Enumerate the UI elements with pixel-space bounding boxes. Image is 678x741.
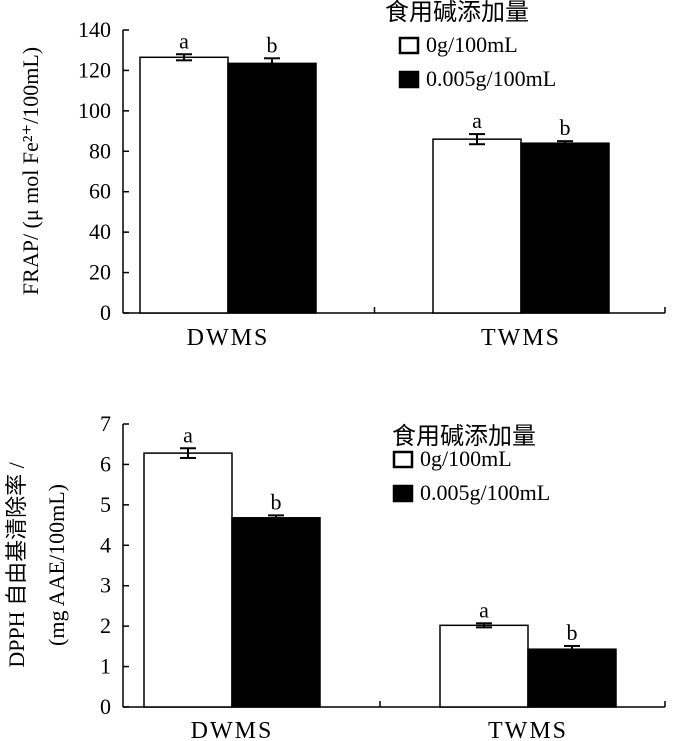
y-tick-label: 60 xyxy=(89,179,111,204)
significance-letter: a xyxy=(479,597,489,622)
y-tick-label: 0 xyxy=(100,300,111,325)
significance-letter: a xyxy=(179,28,189,53)
legend-label-series1: 0.005g/100mL xyxy=(420,480,550,505)
bar-twms-series0 xyxy=(432,138,522,314)
x-tick-label: DWMS xyxy=(191,718,274,741)
significance-letter: b xyxy=(271,489,282,514)
bar-twms-series0 xyxy=(439,624,529,708)
x-tick-label: TWMS xyxy=(481,325,561,351)
y-tick-label: 6 xyxy=(100,451,111,476)
y-tick-label: 140 xyxy=(78,17,111,42)
significance-letter: a xyxy=(472,108,482,133)
legend-label-series0: 0g/100mL xyxy=(426,32,518,57)
bar-twms-series1 xyxy=(527,648,617,708)
legend-title: 食用碱添加量 xyxy=(392,423,536,450)
y-tick-label: 4 xyxy=(100,532,111,557)
significance-letter: a xyxy=(183,422,193,447)
x-tick-label: DWMS xyxy=(187,325,270,351)
legend-swatch-series0 xyxy=(392,450,414,469)
y-axis-label: DPPH 自由基清除率 / xyxy=(4,461,29,667)
y-tick-label: 3 xyxy=(100,573,111,598)
y-tick-label: 40 xyxy=(89,219,111,244)
bar-twms-series1 xyxy=(520,142,610,314)
y-tick-label: 5 xyxy=(100,492,111,517)
bar-dwms-series0 xyxy=(143,452,233,708)
y-tick-label: 1 xyxy=(100,654,111,679)
bar-dwms-series0 xyxy=(139,56,229,314)
bar-dwms-series1 xyxy=(231,517,321,708)
significance-letter: b xyxy=(267,32,278,57)
y-axis-label: FRAP/ (μ mol Fe²⁺/100mL) xyxy=(18,47,43,295)
significance-letter: b xyxy=(567,620,578,645)
legend-swatch-series1 xyxy=(398,70,420,89)
legend-label-series1: 0.005g/100mL xyxy=(426,66,556,91)
y-axis-label-units: (mg AAE/100mL) xyxy=(44,484,69,646)
legend-swatch-series0 xyxy=(398,36,420,55)
legend-title: 食用碱添加量 xyxy=(385,0,529,26)
y-tick-label: 120 xyxy=(78,57,111,82)
y-tick-label: 100 xyxy=(78,98,111,123)
y-tick-label: 7 xyxy=(100,411,111,436)
significance-letter: b xyxy=(560,115,571,140)
legend-swatch-series1 xyxy=(392,484,414,503)
y-tick-label: 2 xyxy=(100,613,111,638)
y-tick-label: 0 xyxy=(100,694,111,719)
chart-frap: 0 20 40 60 80 100 120 140 a b DWMS a b TWMS FRAP/ (μ m… xyxy=(18,0,666,351)
legend-label-series0: 0g/100mL xyxy=(420,446,512,471)
y-tick-label: 80 xyxy=(89,138,111,163)
bar-dwms-series1 xyxy=(227,62,317,314)
x-tick-label: TWMS xyxy=(488,718,568,741)
y-tick-label: 20 xyxy=(89,260,111,285)
chart-dpph: 0 1 2 3 4 5 6 7 a b DWMS a b TWMS DPPH 自由基清除率 / (mg AAE… xyxy=(4,411,666,741)
